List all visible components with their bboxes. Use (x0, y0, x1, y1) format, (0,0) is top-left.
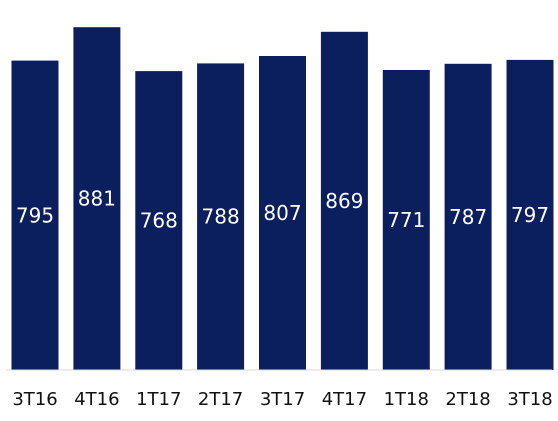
x-tick-label-3T18: 3T18 (507, 389, 552, 410)
data-label-4T17: 869 (325, 189, 363, 213)
data-label-3T17: 807 (263, 201, 301, 225)
x-tick-label-4T17: 4T17 (322, 389, 367, 410)
x-tick-label-2T17: 2T17 (198, 389, 243, 410)
bar-3T17 (259, 56, 306, 370)
x-tick-label-1T18: 1T18 (384, 389, 429, 410)
data-label-3T16: 795 (16, 203, 54, 227)
data-label-1T17: 768 (140, 209, 178, 233)
bar-1T18 (382, 70, 430, 370)
data-label-3T18: 797 (511, 203, 549, 227)
bar-1T17 (135, 71, 183, 370)
x-tick-label-2T18: 2T18 (445, 389, 490, 410)
bar-2T18 (444, 63, 492, 371)
data-label-2T18: 787 (449, 205, 487, 229)
bars-layer (11, 27, 554, 371)
data-label-1T18: 771 (387, 208, 425, 232)
x-tick-labels-layer: 3T16 4T16 1T17 2T17 3T17 4T17 1T18 2T18 3T18 (12, 389, 552, 410)
x-tick-label-1T17: 1T17 (136, 389, 181, 410)
bar-4T17 (320, 31, 368, 371)
data-label-2T17: 788 (202, 205, 240, 229)
x-tick-label-3T17: 3T17 (260, 389, 305, 410)
bar-4T16 (73, 27, 121, 370)
bar-3T18 (506, 59, 554, 371)
x-tick-label-3T16: 3T16 (12, 389, 57, 410)
data-label-4T16: 881 (78, 187, 116, 211)
data-labels-layer: 795 881 768 788 807 869 771 787 797 (16, 187, 549, 233)
bar-2T17 (197, 63, 245, 371)
bar-3T16 (11, 60, 59, 370)
x-tick-label-4T16: 4T16 (74, 389, 119, 410)
